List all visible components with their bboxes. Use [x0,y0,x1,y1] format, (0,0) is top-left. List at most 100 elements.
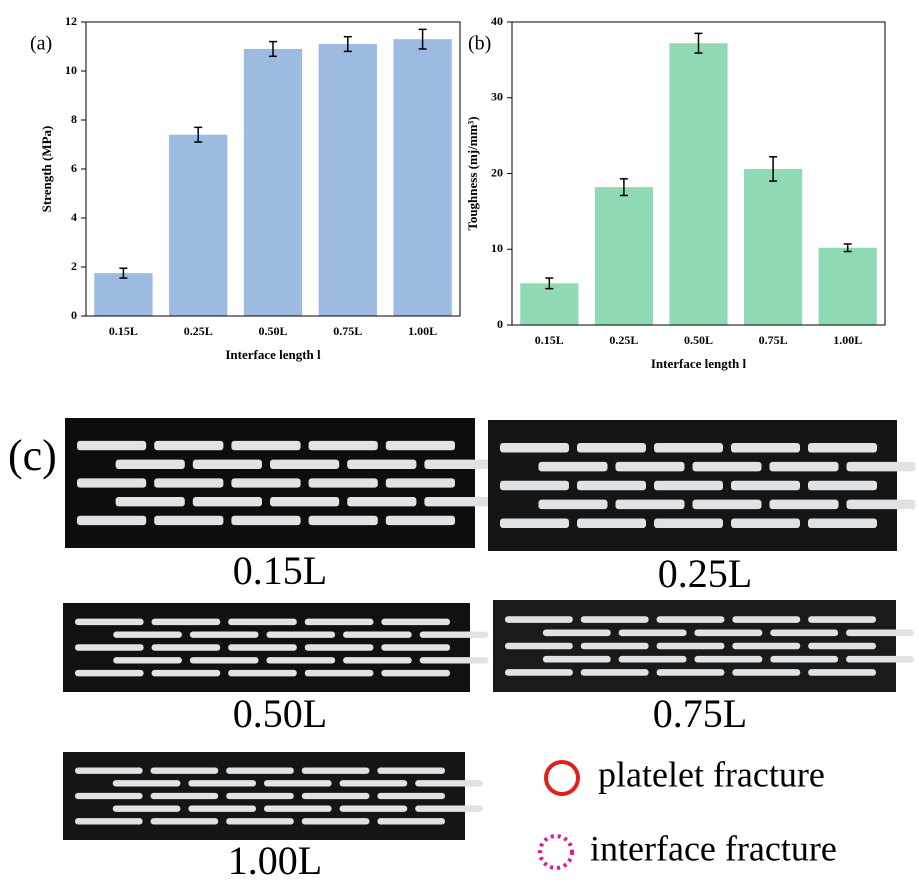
photo-label: 1.00L [228,838,322,883]
platelet [381,618,450,626]
platelet [75,644,144,651]
platelet [656,669,725,676]
platelet [808,669,876,676]
platelet [77,478,147,488]
x-tick-label: 0.15L [535,333,564,347]
platelet [424,459,494,469]
platelet [769,499,839,510]
platelet [577,443,646,453]
platelet [846,655,914,663]
bar [169,134,228,316]
y-tick-label: 0 [71,308,77,322]
legend-label: platelet fracture [598,754,825,794]
bar [520,283,579,325]
platelet [304,669,374,677]
platelet [347,497,417,507]
error-bar [418,28,427,50]
platelet [343,657,412,664]
bar [243,48,303,316]
bar [744,168,803,325]
platelet [231,478,301,488]
platelet [580,669,649,676]
y-tick-label: 2 [71,259,77,273]
platelet [264,805,332,812]
platelet [500,443,569,453]
plot-frame [85,21,461,317]
platelet [377,818,445,825]
platelet [151,618,221,626]
platelet [692,461,762,472]
error-bar [619,178,628,197]
platelet [231,515,301,526]
platelet [150,792,219,800]
platelet [505,616,573,623]
platelet [154,478,224,488]
x-tick-label: 0.25L [609,333,638,347]
y-tick-label: 40 [491,14,503,28]
x-tick-label: 1.00L [833,333,862,347]
y-tick-label: 10 [491,241,503,255]
bar [818,247,877,325]
platelet [654,443,723,453]
error-bar [119,267,128,279]
legend-label: interface fracture [590,828,837,868]
y-tick-label: 6 [71,161,77,175]
platelet [846,629,914,637]
platelet [112,780,181,787]
platelet [656,642,725,650]
platelet [732,642,801,650]
photo-label: 0.25L [658,551,752,596]
error-bar [545,277,554,290]
platelet [228,618,297,626]
x-tick-label: 0.50L [684,333,713,347]
plot-frame [511,21,886,326]
platelet [339,780,408,787]
platelet [192,459,262,469]
platelet [538,461,608,472]
platelet [808,480,877,491]
platelet [385,478,455,488]
platelet [115,497,185,507]
platelet [419,657,489,664]
platelet [731,518,800,528]
error-bar [769,156,778,182]
platelet [732,669,801,676]
platelet [732,616,801,623]
platelet [505,642,573,650]
platelet [377,767,445,774]
platelet [77,440,147,451]
x-axis-label: Interface length l [225,347,321,362]
panel-label: (b) [468,33,491,55]
error-bar [269,40,277,58]
legend-marker [538,834,574,870]
platelet [618,629,687,637]
platelet [808,518,877,528]
platelet [385,440,455,451]
error-bar [194,126,203,143]
bar [94,273,153,316]
platelet [415,805,483,812]
platelet [150,767,219,774]
platelet [308,515,378,526]
platelet [415,780,483,787]
platelet [846,461,916,472]
platelet [500,518,569,528]
panel-label: (c) [8,431,57,480]
platelet [270,459,340,469]
platelet [808,616,876,623]
platelet [226,818,294,825]
platelet [304,644,374,651]
x-tick-label: 0.50L [258,324,287,338]
platelet [542,655,611,663]
legend-marker [544,760,580,796]
platelet [154,515,224,526]
platelet [301,792,370,800]
y-tick-label: 4 [71,210,77,224]
photo-label: 0.15L [233,548,327,593]
platelet [770,655,839,663]
platelet [656,616,725,623]
y-tick-label: 8 [71,112,77,126]
platelet [228,669,297,677]
x-tick-label: 0.15L [109,324,138,338]
platelet [500,480,569,491]
